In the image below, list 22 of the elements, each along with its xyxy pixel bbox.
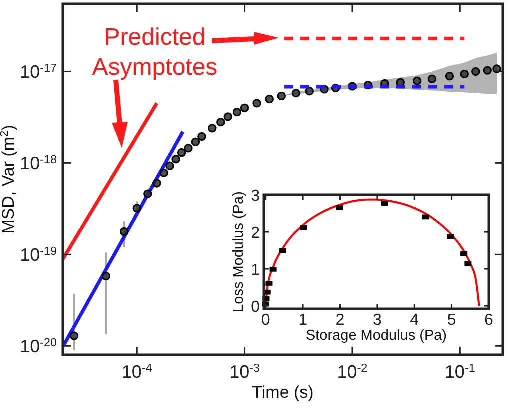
x-axis-title: Storage Modulus (Pa)	[306, 328, 448, 344]
y-tick-label: 10$^{-18}$	[20, 153, 57, 174]
y-tick-label: 10$^{-19}$	[20, 244, 57, 266]
y-tick-label: 1	[251, 262, 260, 279]
x-tick-label: 10$^{-2}$	[337, 362, 368, 382]
y-axis-title: Loss Modulus (Pa)	[231, 192, 247, 312]
x-tick-label: 10$^{-1}$	[444, 362, 476, 382]
x-tick-label: 5	[447, 312, 456, 329]
x-tick-label: 10$^{-4}$	[122, 362, 153, 382]
y-tick-label: 3	[251, 188, 260, 205]
annotation: Predicted Asymptotes	[92, 24, 218, 81]
x-tick-label: 1	[298, 312, 308, 329]
y-tick-label: 10$^{-17}$	[20, 62, 57, 82]
x-tick-label: 6	[484, 312, 494, 329]
y-tick-label: 0	[251, 298, 260, 316]
x-tick-label: 2	[336, 312, 345, 329]
y-tick-label: 2	[251, 224, 260, 242]
x-tick-label: 3	[372, 312, 382, 329]
y-tick-label: 10$^{-20}$	[20, 336, 58, 357]
x-tick-label: 10$^{-3}$	[230, 362, 260, 382]
x-tick-label: 4	[410, 312, 420, 329]
x-axis-title: Time (s)	[252, 383, 314, 402]
